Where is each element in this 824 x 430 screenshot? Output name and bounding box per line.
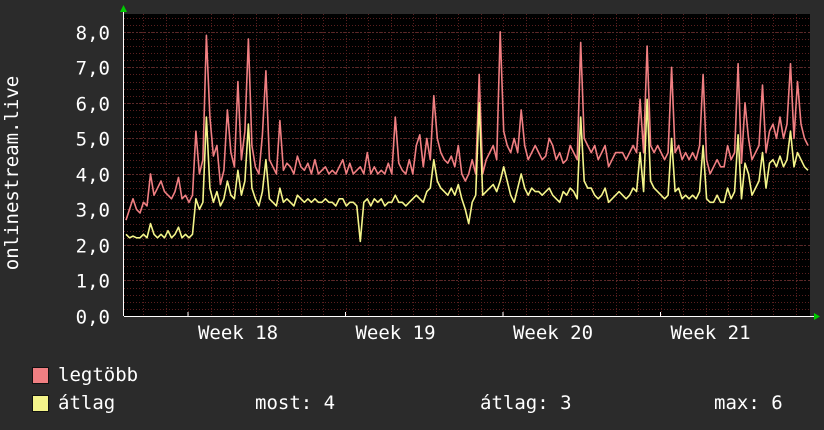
y-tick-label: 3,0 — [76, 200, 110, 222]
legend-row-avg: átlag most: 4 átlag: 3 max: 6 — [30, 390, 810, 416]
y-tick-label: 8,0 — [76, 23, 110, 45]
legend: legtöbb átlag most: 4 átlag: 3 max: 6 — [30, 362, 810, 422]
x-tick-label: Week 19 — [355, 322, 435, 344]
legend-label-atlag: átlag — [58, 392, 116, 414]
stat-now: most: 4 — [255, 392, 336, 414]
x-tick-label: Week 21 — [670, 322, 750, 344]
series-line-atlag — [125, 98, 809, 243]
series-line-legtobb — [125, 30, 809, 221]
stat-average: átlag: 3 — [480, 392, 572, 414]
y-tick-label: 0,0 — [76, 307, 110, 329]
y-axis-arrow — [120, 5, 127, 12]
x-axis-arrow — [814, 313, 820, 320]
y-tick-label: 4,0 — [76, 165, 110, 187]
y-tick-label: 5,0 — [76, 129, 110, 151]
x-tick-label: Week 18 — [198, 322, 278, 344]
y-tick-label: 2,0 — [76, 236, 110, 258]
legend-swatch-legtobb — [32, 367, 49, 384]
stat-max: max: 6 — [714, 392, 783, 414]
legend-label-legtobb: legtöbb — [58, 364, 139, 386]
y-axis-label: onlinestream.live — [1, 76, 23, 270]
y-tick-label: 1,0 — [76, 271, 110, 293]
legend-swatch-atlag — [32, 395, 49, 412]
x-tick-label: Week 20 — [513, 322, 593, 344]
y-tick-label: 6,0 — [76, 94, 110, 116]
plot-area — [124, 14, 810, 316]
y-tick-label: 7,0 — [76, 58, 110, 80]
legend-row-max: legtöbb — [30, 362, 810, 388]
